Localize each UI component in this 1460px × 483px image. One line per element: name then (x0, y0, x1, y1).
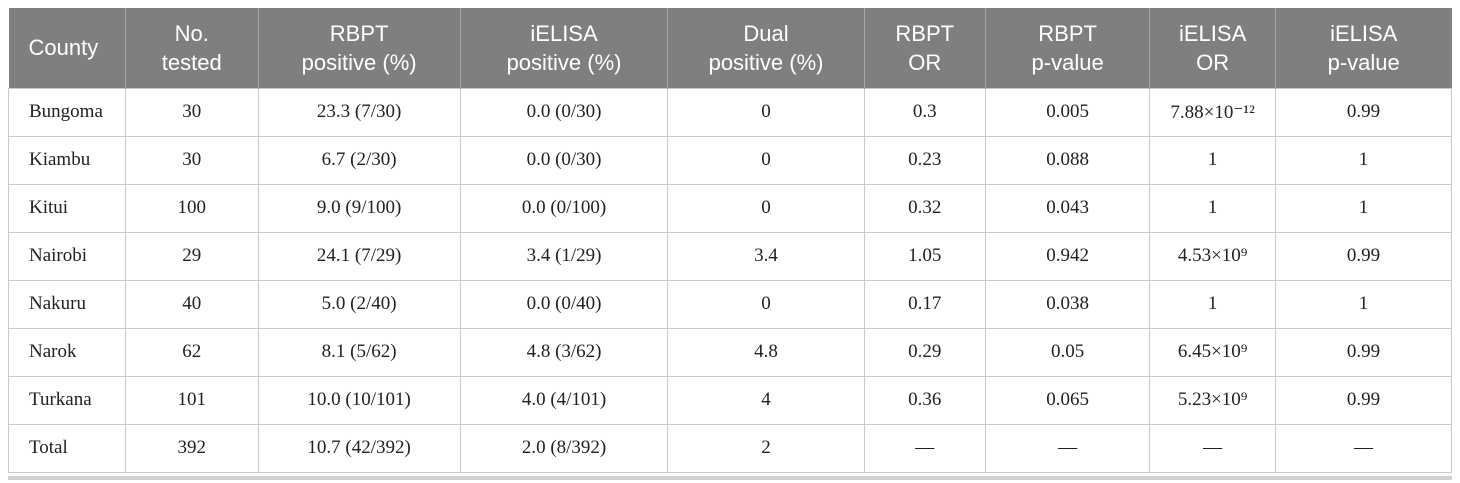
table-row: Nakuru 40 5.0 (2/40) 0.0 (0/40) 0 0.17 0.038 1 1 (8, 279, 1453, 329)
value-cell: 1 (1149, 279, 1276, 329)
value-cell: 6.7 (2/30) (257, 135, 461, 185)
value-cell: 4.8 (667, 327, 865, 377)
value-cell: 1.05 (863, 231, 986, 281)
value-cell: 5.0 (2/40) (257, 279, 461, 329)
county-name-cell: Bungoma (8, 87, 126, 137)
column-header-dual: Dual positive (%) (667, 8, 865, 88)
value-cell: 23.3 (7/30) (257, 87, 461, 137)
value-cell: 4.0 (4/101) (459, 375, 669, 425)
value-cell: 3.4 (667, 231, 865, 281)
value-cell: 62 (124, 327, 259, 377)
value-cell: 29 (124, 231, 259, 281)
value-cell: 30 (124, 135, 259, 185)
value-cell: 0 (667, 183, 865, 233)
value-cell: 4.8 (3/62) (459, 327, 669, 377)
value-cell: 30 (124, 87, 259, 137)
value-cell: 0 (667, 135, 865, 185)
value-cell: 0 (667, 87, 865, 137)
table-row: Nairobi 29 24.1 (7/29) 3.4 (1/29) 3.4 1.05 0.9… (8, 231, 1453, 281)
table-row: Bungoma 30 23.3 (7/30) 0.0 (0/30) 0 0.3 0.005 7… (8, 87, 1453, 137)
value-cell: 8.1 (5/62) (257, 327, 461, 377)
value-cell: 10.7 (42/392) (257, 423, 461, 473)
value-cell: 100 (124, 183, 259, 233)
county-name-cell: Nairobi (8, 231, 126, 281)
value-cell: 0.99 (1274, 327, 1453, 377)
table-bottom-rule (8, 475, 1452, 480)
value-cell: 4 (667, 375, 865, 425)
table-row: Total 392 10.7 (42/392) 2.0 (8/392) 2— — — — (8, 423, 1453, 473)
column-header-ielisa: iELISA positive (%) (459, 8, 668, 88)
value-cell: 0.32 (863, 183, 986, 233)
value-cell: 0.0 (0/30) (459, 135, 669, 185)
value-cell: 3.4 (1/29) (459, 231, 669, 281)
value-cell: 0.005 (984, 87, 1151, 137)
value-cell: 0.17 (863, 279, 986, 329)
value-cell: 0.29 (863, 327, 986, 377)
county-name-cell: Kiambu (8, 135, 126, 185)
value-cell: 6.45×10⁹ (1149, 327, 1276, 377)
value-cell: 0 (667, 279, 865, 329)
table-row: Turkana 101 10.0 (10/101) 4.0 (4/101) 4 0.36 0… (8, 375, 1453, 425)
value-cell: — (1274, 423, 1453, 473)
value-cell: 0.36 (863, 375, 986, 425)
value-cell: 5.23×10⁹ (1149, 375, 1276, 425)
county-serology-table: County No. tested RBPT positive (%) iELISA … (8, 8, 1453, 473)
column-header-rbpt: RBPT positive (%) (257, 8, 461, 88)
value-cell: 0.065 (984, 375, 1151, 425)
column-header-ielisa: iELISA OR (1149, 8, 1276, 88)
column-header-no-: No. tested (124, 8, 259, 88)
value-cell: — (1149, 423, 1276, 473)
county-name-cell: Turkana (8, 375, 126, 425)
value-cell: 0.0 (0/100) (459, 183, 669, 233)
value-cell: 2.0 (8/392) (459, 423, 669, 473)
value-cell: 0.05 (984, 327, 1151, 377)
value-cell: 392 (124, 423, 259, 473)
value-cell: — (984, 423, 1151, 473)
value-cell: — (863, 423, 986, 473)
value-cell: 4.53×10⁹ (1149, 231, 1276, 281)
value-cell: 1 (1274, 279, 1453, 329)
county-name-cell: Total (8, 423, 126, 473)
value-cell: 40 (124, 279, 259, 329)
value-cell: 0.99 (1274, 231, 1453, 281)
value-cell: 1 (1149, 135, 1276, 185)
table-row: Kitui 100 9.0 (9/100) 0.0 (0/100) 0 0.32 0.043… (8, 183, 1453, 233)
value-cell: 1 (1149, 183, 1276, 233)
county-name-cell: Kitui (8, 183, 126, 233)
column-header-rbpt: RBPT OR (863, 8, 986, 88)
table-row: Kiambu 30 6.7 (2/30) 0.0 (0/30) 0 0.23 0.088 1 1 (8, 135, 1453, 185)
value-cell: 1 (1274, 183, 1453, 233)
value-cell: 0.942 (984, 231, 1151, 281)
value-cell: 10.0 (10/101) (257, 375, 461, 425)
value-cell: 24.1 (7/29) (257, 231, 461, 281)
value-cell: 0.088 (984, 135, 1151, 185)
header-row: County No. tested RBPT positive (%) iELISA … (8, 8, 1452, 88)
value-cell: 0.038 (984, 279, 1151, 329)
value-cell: 101 (124, 375, 259, 425)
column-header-rbpt: RBPT p-value (984, 8, 1150, 88)
value-cell: 0.23 (863, 135, 986, 185)
county-name-cell: Nakuru (8, 279, 126, 329)
value-cell: 7.88×10⁻¹² (1149, 87, 1276, 137)
value-cell: 0.99 (1274, 375, 1453, 425)
column-header-county: County (8, 8, 126, 88)
value-cell: 0.043 (984, 183, 1151, 233)
table-row: Narok 62 8.1 (5/62) 4.8 (3/62) 4.8 0.29 0.05 6.… (8, 327, 1453, 377)
table-body: Bungoma 30 23.3 (7/30) 0.0 (0/30) 0 0.3 0.005 7… (8, 87, 1453, 473)
value-cell: 0.0 (0/30) (459, 87, 669, 137)
value-cell: 0.99 (1274, 87, 1453, 137)
county-name-cell: Narok (8, 327, 126, 377)
value-cell: 2 (667, 423, 865, 473)
value-cell: 1 (1274, 135, 1453, 185)
value-cell: 0.0 (0/40) (459, 279, 669, 329)
value-cell: 0.3 (863, 87, 986, 137)
column-header-ielisa: iELISA p-value (1274, 8, 1452, 88)
value-cell: 9.0 (9/100) (257, 183, 461, 233)
